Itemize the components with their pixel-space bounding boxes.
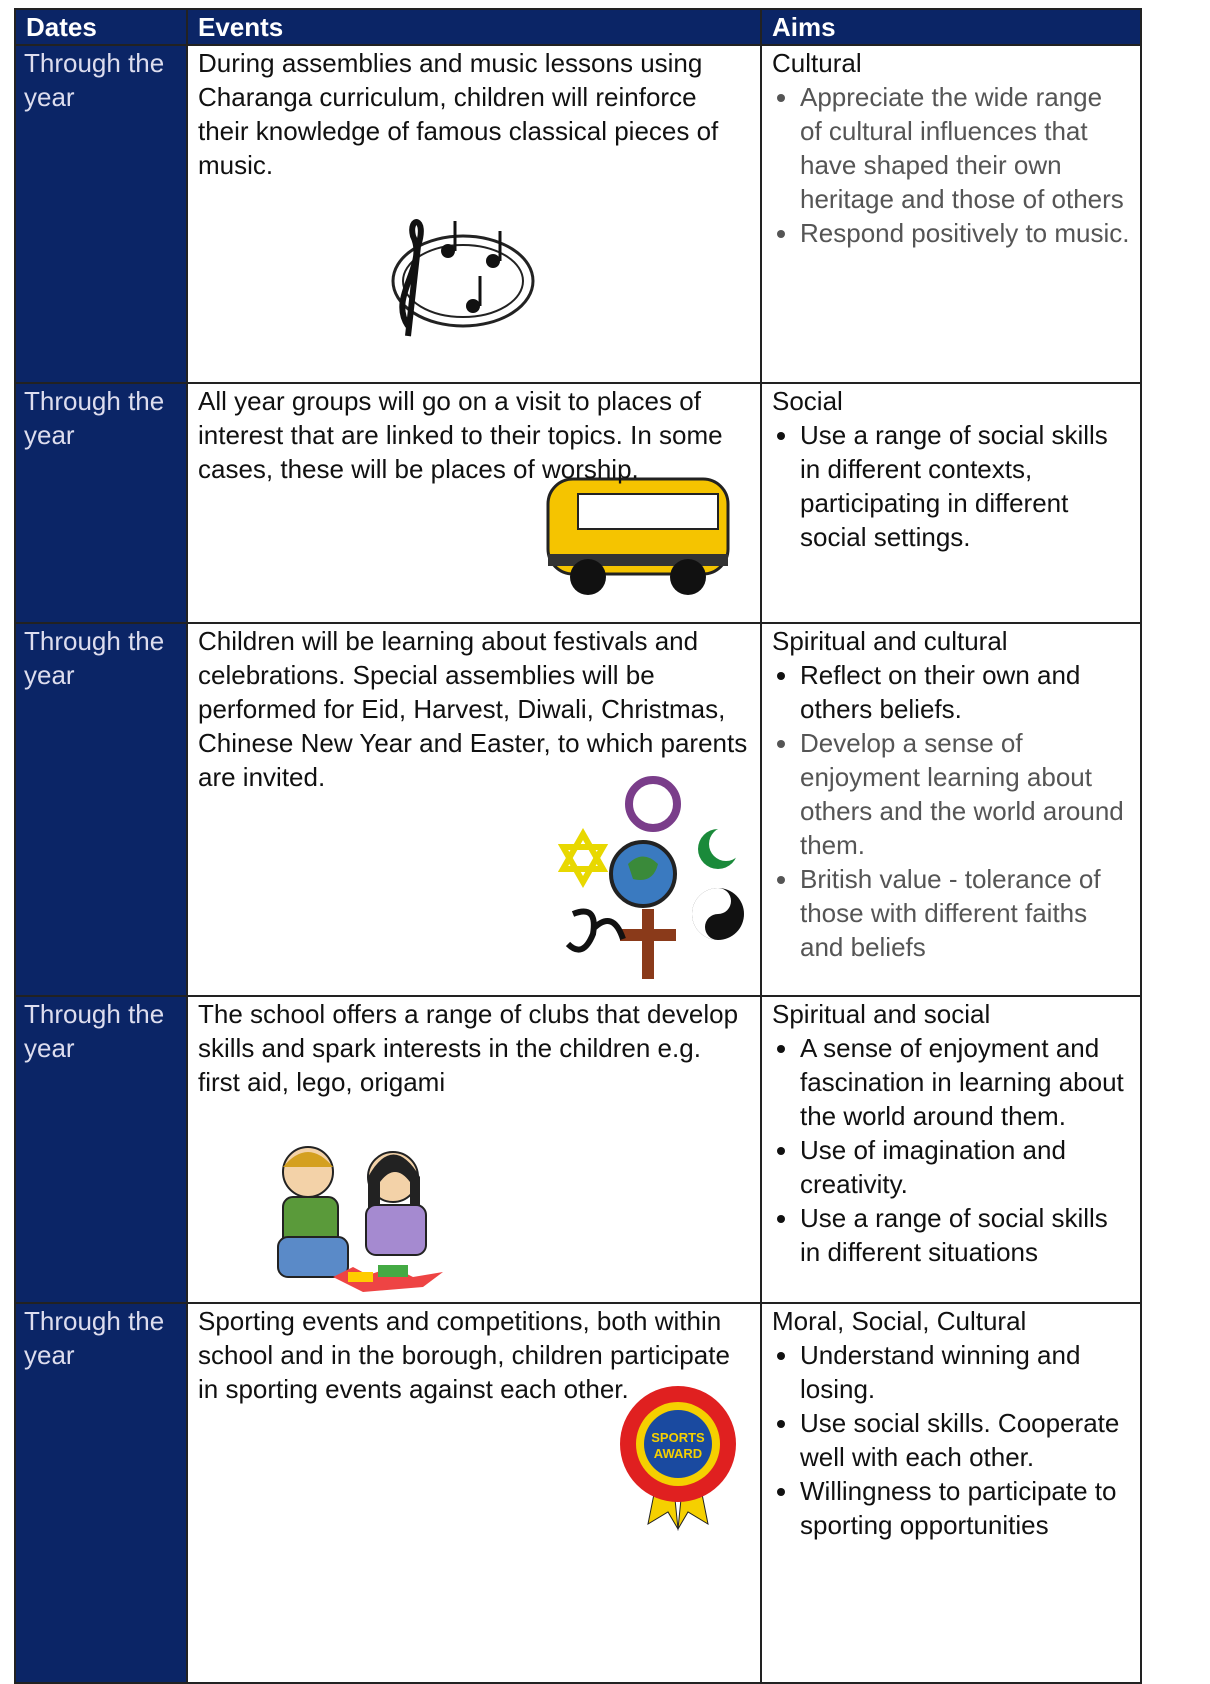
- event-cell: All year groups will go on a visit to pl…: [186, 382, 762, 624]
- events-table: Dates Events Aims Through the year During…: [14, 8, 1142, 1684]
- date-cell: Through the year: [14, 995, 188, 1304]
- event-cell: During assemblies and music lessons usin…: [186, 44, 762, 384]
- aims-list: Use a range of social skills in differen…: [772, 418, 1130, 554]
- row: Through the year All year groups will go …: [14, 382, 1142, 624]
- event-cell: Sporting events and competitions, both w…: [186, 1302, 762, 1684]
- date-cell: Through the year: [14, 382, 188, 624]
- header-cell: Events: [186, 8, 762, 46]
- event-text: The school offers a range of clubs that …: [198, 999, 739, 1097]
- event-text: All year groups will go on a visit to pl…: [198, 386, 723, 484]
- header-cell: Dates: [14, 8, 188, 46]
- illustration: [258, 1137, 468, 1305]
- event-text: During assemblies and music lessons usin…: [198, 48, 719, 180]
- aim-item: Use a range of social skills in differen…: [800, 1201, 1130, 1269]
- badge-text: SPORTS: [651, 1430, 705, 1445]
- aim-item: Use of imagination and creativity.: [800, 1133, 1130, 1201]
- aims-list: Reflect on their own and others beliefs.…: [772, 658, 1130, 964]
- aims-list: Appreciate the wide range of cultural in…: [772, 80, 1130, 250]
- aims-cell: Spiritual and culturalReflect on their o…: [760, 622, 1142, 997]
- aim-item: British value - tolerance of those with …: [800, 862, 1130, 964]
- row: Through the year During assemblies and mu…: [14, 44, 1142, 384]
- aim-item: Respond positively to music.: [800, 216, 1130, 250]
- award-badge: SPORTS AWARD: [618, 1384, 738, 1542]
- aims-list: Understand winning and losing.Use social…: [772, 1338, 1130, 1542]
- date-cell: Through the year: [14, 44, 188, 384]
- aim-item: Appreciate the wide range of cultural in…: [800, 80, 1130, 216]
- row: Through the year Children will be learnin…: [14, 622, 1142, 997]
- aim-title: Spiritual and social: [772, 999, 991, 1029]
- header-cell: Aims: [760, 8, 1142, 46]
- aim-item: Understand winning and losing.: [800, 1338, 1130, 1406]
- aim-title: Cultural: [772, 48, 862, 78]
- aims-cell: Spiritual and socialA sense of enjoyment…: [760, 995, 1142, 1304]
- aim-title: Spiritual and cultural: [772, 626, 1008, 656]
- event-cell: Children will be learning about festival…: [186, 622, 762, 997]
- illustration: [538, 459, 738, 617]
- aim-item: Use social skills. Cooperate well with e…: [800, 1406, 1130, 1474]
- event-text: Sporting events and competitions, both w…: [198, 1306, 730, 1404]
- row: Through the year Sporting events and comp…: [14, 1302, 1142, 1684]
- header-row: Dates Events Aims: [14, 8, 1142, 46]
- row: Through the year The school offers a rang…: [14, 995, 1142, 1305]
- illustration: [378, 206, 538, 364]
- aim-item: Willingness to participate to sporting o…: [800, 1474, 1130, 1542]
- table-body: Through the year During assemblies and mu…: [14, 44, 1142, 1684]
- aims-cell: CulturalAppreciate the wide range of cul…: [760, 44, 1142, 384]
- aim-item: A sense of enjoyment and fascination in …: [800, 1031, 1130, 1133]
- badge-text: AWARD: [654, 1446, 702, 1461]
- aims-cell: SocialUse a range of social skills in di…: [760, 382, 1142, 624]
- illustration: [557, 764, 748, 992]
- aim-title: Social: [772, 386, 843, 416]
- aims-cell: Moral, Social, CulturalUnderstand winnin…: [760, 1302, 1142, 1684]
- aim-item: Develop a sense of enjoyment learning ab…: [800, 726, 1130, 862]
- aim-title: Moral, Social, Cultural: [772, 1306, 1027, 1336]
- table-wrap: Dates Events Aims Through the year During…: [14, 8, 1142, 1684]
- aim-item: Use a range of social skills in differen…: [800, 418, 1130, 554]
- event-text: Children will be learning about festival…: [198, 626, 748, 792]
- aim-item: Reflect on their own and others beliefs.: [800, 658, 1130, 726]
- date-cell: Through the year: [14, 622, 188, 997]
- aims-list: A sense of enjoyment and fascination in …: [772, 1031, 1130, 1269]
- event-cell: The school offers a range of clubs that …: [186, 995, 762, 1305]
- date-cell: Through the year: [14, 1302, 188, 1684]
